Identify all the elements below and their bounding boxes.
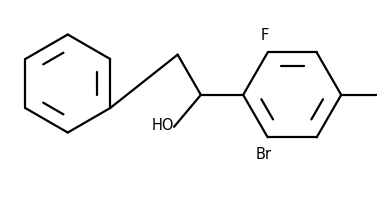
Text: Br: Br [256,147,271,162]
Text: HO: HO [152,118,174,133]
Text: F: F [261,28,269,43]
